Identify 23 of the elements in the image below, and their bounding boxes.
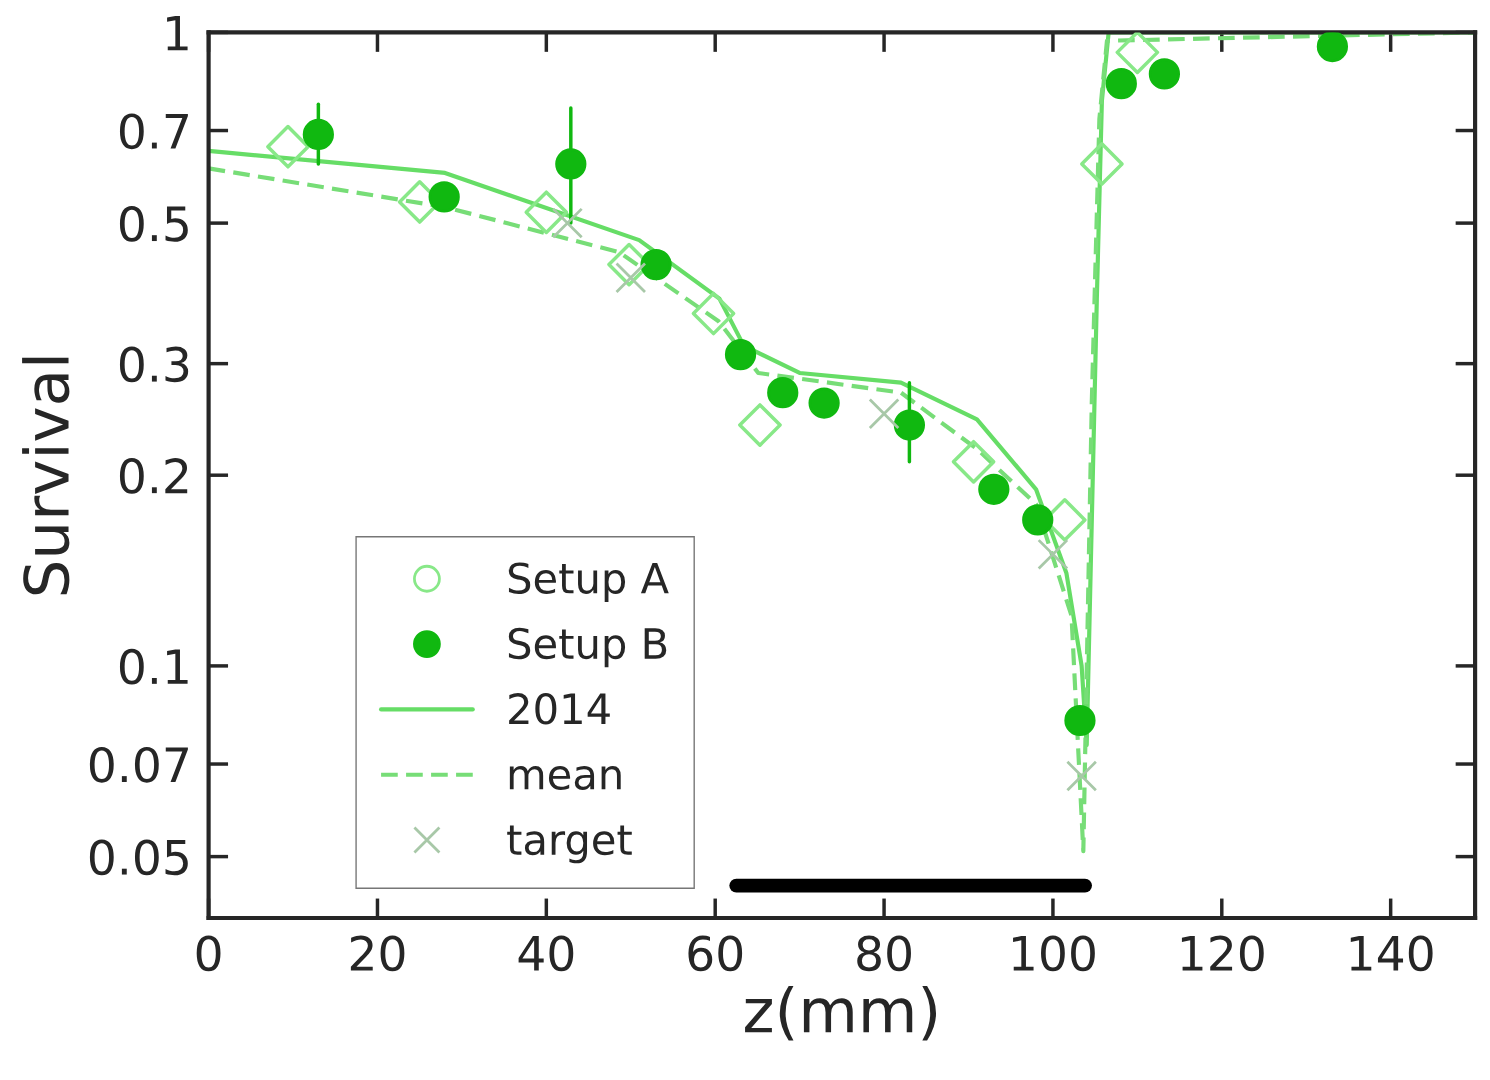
legend-label: Setup B bbox=[508, 627, 667, 668]
y-tick-label: 0.1 bbox=[119, 648, 188, 685]
x-tick-label: 0 bbox=[196, 935, 221, 972]
y-tick-label: 0.2 bbox=[119, 458, 188, 494]
x-tick-label: 140 bbox=[1350, 935, 1433, 972]
legend-label: mean bbox=[509, 765, 621, 790]
x-tick-label: 120 bbox=[1181, 935, 1264, 972]
y-axis-title: Survival bbox=[22, 357, 70, 595]
legend-label: target bbox=[507, 825, 632, 864]
x-tick-label: 60 bbox=[688, 935, 743, 972]
y-tick-label: 1 bbox=[167, 15, 188, 51]
x-tick-label: 80 bbox=[857, 935, 911, 972]
legend-label: 2014 bbox=[509, 693, 610, 725]
y-tick-label: 0.05 bbox=[89, 839, 188, 876]
x-axis-title: z(mm) bbox=[745, 985, 937, 1041]
x-tick-label: 40 bbox=[518, 935, 574, 972]
x-tick-label: 20 bbox=[350, 935, 405, 972]
y-tick-label: 0.3 bbox=[119, 346, 189, 383]
legend-label: Setup A bbox=[508, 562, 669, 603]
y-tick-label: 0.5 bbox=[119, 206, 188, 242]
y-tick-label: 0.07 bbox=[89, 746, 188, 783]
y-tick-label: 0.7 bbox=[119, 113, 188, 150]
x-tick-label: 100 bbox=[1013, 935, 1095, 972]
